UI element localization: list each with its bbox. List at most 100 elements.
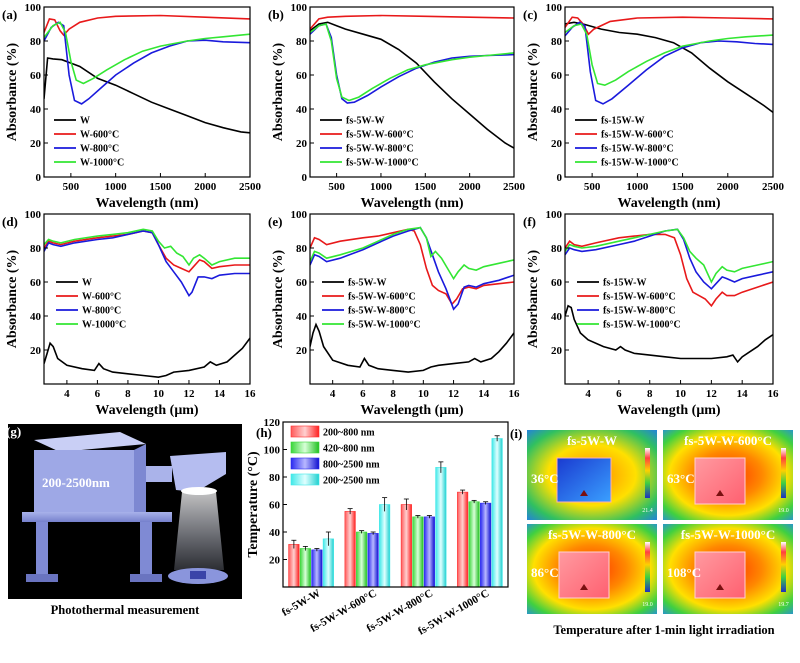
legend-label: W-800°C [82, 306, 121, 317]
x-tick-label: 14 [737, 388, 749, 400]
bar [423, 516, 435, 588]
legend-label: fs-5W-W [346, 116, 385, 127]
legend-swatch [290, 441, 320, 454]
bar [468, 501, 480, 588]
legend-swatch [290, 473, 320, 486]
series-line-fs-5w-w [310, 322, 514, 373]
x-tick-label: 10 [418, 388, 430, 400]
x-tick-label: 1500 [149, 181, 172, 193]
photothermal-setup-panel: (g) 200-2500nm [6, 424, 242, 599]
y-tick-label: 20 [30, 138, 42, 150]
series-line-fs-15w-w-800-c [565, 228, 773, 290]
bar [299, 548, 311, 588]
ir-image-cell: 21.4 fs-5W-W 36°C [527, 430, 657, 520]
series-line-w-800-c [44, 230, 250, 297]
y-tick-label: 60 [296, 277, 308, 289]
y-tick-label: 60 [551, 70, 563, 82]
legend-label: fs-15W-W-1000°C [603, 320, 681, 331]
x-tick-label: 12 [183, 388, 195, 400]
y-tick-label: 60 [551, 277, 563, 289]
ir-image-cell: 19.7 fs-5W-W-1000°C 108°C [663, 524, 793, 614]
category-label: fs-5W-W [280, 587, 323, 619]
ir-temperature-label: 108°C [667, 565, 701, 580]
ir-image-cell: 19.0 fs-5W-W-600°C 63°C [663, 430, 793, 520]
light-beam [174, 492, 224, 570]
ir-image-cell: 19.0 fs-5W-W-800°C 86°C [527, 524, 657, 614]
ir-scale-min-label: 19.7 [778, 602, 789, 608]
x-axis-title: Wavelength (μm) [360, 403, 464, 418]
panel-letter: (b) [268, 7, 284, 22]
panel-letter: (a) [2, 7, 17, 22]
bar [412, 516, 424, 588]
x-tick-label: 6 [616, 388, 622, 400]
legend-label: 200~800 nm [323, 428, 375, 439]
x-tick-label: 6 [360, 388, 366, 400]
y-tick-label: 80 [296, 243, 308, 255]
ir-sample-title: fs-5W-W [567, 433, 617, 448]
ir-scale-min-label: 19.0 [642, 602, 653, 608]
lamp-housing-side [134, 444, 146, 512]
x-tick-label: 1000 [626, 181, 649, 193]
legend-label: fs-15W-W [603, 278, 647, 289]
y-axis-title: Absorbance (%) [5, 42, 20, 141]
bar [379, 504, 391, 588]
stage-foot-right [130, 574, 162, 582]
legend-label: W-600°C [80, 130, 119, 141]
x-tick-label: 500 [63, 181, 80, 193]
series-line-fs-5w-w-800-c [310, 226, 514, 311]
panel-letter: (e) [268, 214, 282, 229]
x-tick-label: 8 [647, 388, 653, 400]
sample-thermal-region [558, 551, 610, 599]
series-line-fs-15w-w-800-c [565, 21, 773, 105]
ir-sample-title: fs-5W-W-800°C [548, 527, 636, 542]
x-axis-title: Wavelength (μm) [617, 403, 721, 418]
legend-label: fs-15W-W-600°C [601, 130, 674, 141]
temperature-bar-panel: fs-5W-Wfs-5W-W-600°Cfs-5W-W-800°Cfs-5W-W… [246, 417, 509, 638]
panel-letter-g: (g) [6, 424, 21, 439]
y-tick-label: 40 [30, 104, 42, 116]
series-line-fs-5w-w-1000-c [310, 226, 514, 281]
y-tick-label: 120 [264, 417, 281, 429]
y-axis-title: Absorbance (%) [526, 249, 541, 348]
panel-letter-h: (h) [256, 425, 272, 440]
x-tick-label: 1500 [414, 181, 437, 193]
legend-label: 420~800 nm [323, 444, 375, 455]
legend: fs-15W-W fs-15W-W-600°C fs-15W-W-800°C fs-1… [577, 278, 681, 331]
lamp-housing [34, 450, 146, 512]
lamp-housing-top [34, 432, 146, 452]
spectral-panels: 500 1000 1500 2000 2500020406080100Wavelengt… [2, 2, 785, 418]
legend-label: fs-5W-W-600°C [348, 292, 416, 303]
x-tick-label: 2500 [762, 181, 785, 193]
legend-label: 200~2500 nm [323, 476, 380, 487]
series-line-fs-15w-w-600-c [565, 16, 773, 36]
x-tick-label: 1000 [105, 181, 128, 193]
bar [311, 549, 323, 588]
y-tick-label: 60 [30, 70, 42, 82]
panel-c: 500 1000 1500 2000 2500 0 20 40 60 80 100 Wavelengt… [523, 2, 785, 211]
x-axis-title: Wavelength (nm) [360, 196, 463, 211]
series-line-fs-15w-w [565, 21, 773, 114]
x-tick-label: 2000 [194, 181, 217, 193]
y-tick-label: 40 [296, 311, 308, 323]
bar [480, 502, 492, 588]
panel-a: 500 1000 1500 2000 2500 0 20 40 60 80 100 Wavelengt… [2, 2, 262, 211]
bar [344, 511, 356, 588]
x-tick-label: 6 [95, 388, 101, 400]
x-axis-title: Wavelength (μm) [95, 403, 199, 418]
series-line-w-1000-c [44, 21, 250, 85]
legend-label: W-800°C [80, 144, 119, 155]
panel-f: 4 6 8 10 12 14 16 20 40 60 80 100 Wavelength (μm) Abs… [523, 209, 779, 418]
x-tick-label: 2500 [239, 181, 262, 193]
series-line-fs-15w-w-1000-c [565, 228, 773, 284]
y-tick-label: 20 [296, 138, 308, 150]
ir-temperature-label: 63°C [667, 471, 695, 486]
setup-caption: Photothermal measurement [51, 603, 201, 617]
x-tick-label: 1500 [672, 181, 695, 193]
y-tick-label: 20 [30, 345, 42, 357]
plot-frame [564, 6, 774, 178]
stage-leg-right [140, 522, 152, 578]
x-tick-label: 2500 [503, 181, 526, 193]
legend-swatch [290, 457, 320, 470]
bar [288, 544, 300, 588]
legend-label: fs-15W-W-800°C [601, 144, 674, 155]
